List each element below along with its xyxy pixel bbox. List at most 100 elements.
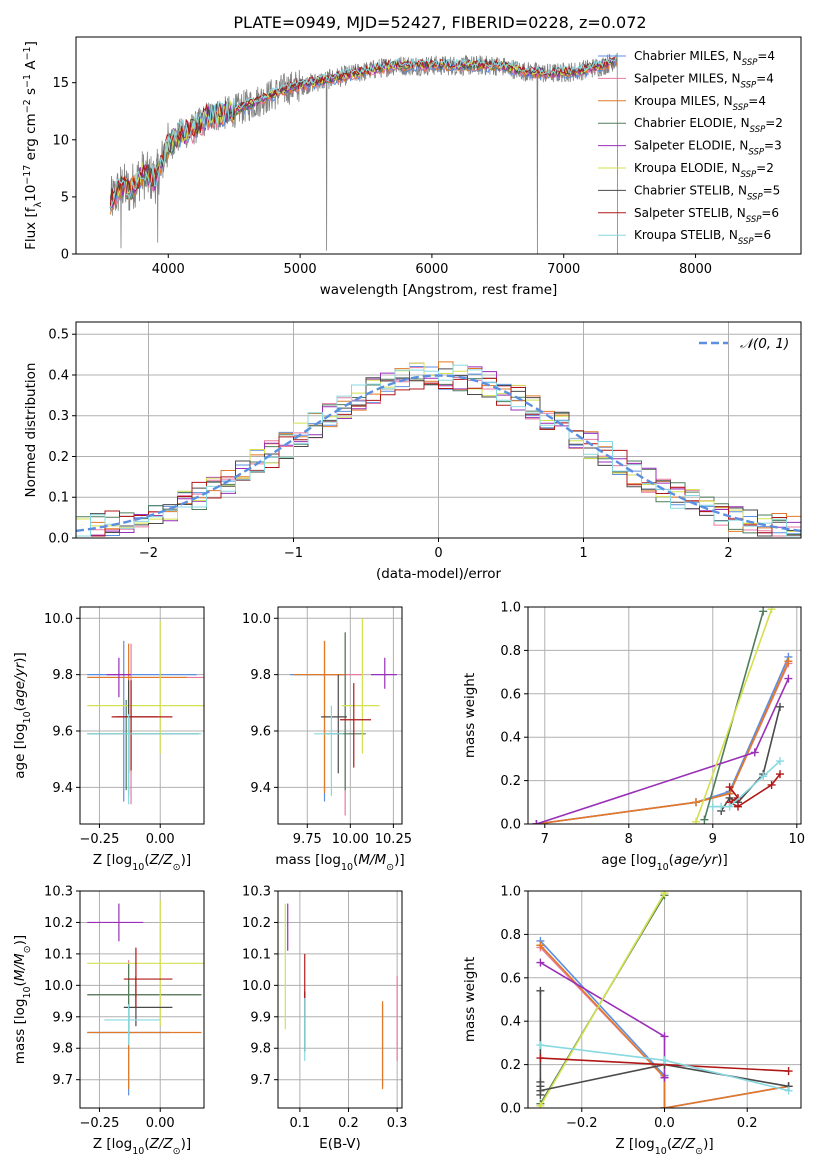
- point-marker-7: [734, 802, 742, 811]
- y-tick-label: 9.6: [52, 725, 73, 740]
- x-axis-label: Z [log10(Z/Z⊙)]: [93, 1136, 191, 1157]
- point-marker-7: [725, 783, 734, 792]
- x-axis-label: Z [log10(Z/Z⊙)]: [93, 852, 191, 873]
- y-tick-label: 9.7: [52, 1073, 73, 1088]
- axes-frame-weight-vs-age: 7 8 9 10 0.0 0.2 0.4 0.6 0.8 1.0 age [log10(age/yr…: [462, 601, 805, 873]
- x-tick-label: −0.25: [80, 1116, 120, 1131]
- y-tick-label: 9.7: [250, 1073, 271, 1088]
- y-tick-label: 5: [61, 190, 69, 205]
- plot-area-age-vs-mass: [290, 618, 397, 816]
- legend-entry-7: Salpeter STELIB, NSSP=6: [634, 206, 779, 225]
- y-tick-label: 0.6: [500, 687, 521, 702]
- y-tick-label: 9.9: [250, 1010, 271, 1025]
- y-tick-label: 10.0: [44, 979, 73, 994]
- x-tick-label: 0.00: [146, 832, 175, 847]
- axes-frame-mass-vs-ebv: 0.1 0.2 0.3 9.7 9.8 9.9 10.0 10.1 10.2 10.3 E(B-V): [242, 885, 407, 1153]
- legend-entry-5: Kroupa ELODIE, NSSP=2: [634, 161, 774, 180]
- axes-frame: [75, 36, 802, 255]
- panel-weight-vs-z: −0.2 0.0 0.2 0.0 0.2 0.4 0.6 0.8 1.0 Z [log10(Z/Z…: [462, 885, 802, 1157]
- y-tick-label: 0.0: [48, 532, 69, 547]
- point-marker-6: [776, 702, 784, 711]
- point-marker-4: [660, 1073, 669, 1082]
- y-axis-label: age [log10(age/yr)]: [12, 652, 33, 778]
- plot-area-age-vs-z: [87, 621, 204, 805]
- point-marker-5: [660, 891, 669, 898]
- x-tick-label: 8: [625, 832, 633, 847]
- y-tick-label: 0.0: [500, 818, 521, 833]
- x-tick-label: 0.1: [290, 1116, 311, 1131]
- legend-entry-8: Kroupa STELIB, NSSP=6: [634, 228, 771, 247]
- series-2: [539, 944, 789, 1108]
- series-2: [536, 660, 790, 824]
- y-tick-label: 0.4: [48, 368, 69, 383]
- point-marker-5: [692, 817, 700, 824]
- x-tick-label: 8000: [679, 262, 712, 277]
- point-marker-8: [536, 1041, 545, 1050]
- legend-entry-3: Chabrier ELODIE, NSSP=2: [634, 116, 783, 135]
- axes-frame-spectrum: 4000 5000 6000 7000 8000 0 5 10 15 wavelength [An…: [22, 36, 802, 298]
- point-marker-4: [784, 674, 793, 683]
- y-axis-label: Flux [fλ10−17 erg cm−2 s−1 A−1]: [22, 41, 44, 250]
- series-7: [540, 1057, 789, 1072]
- x-tick-label: 0: [434, 546, 442, 561]
- x-tick-label: 0.00: [146, 1116, 175, 1131]
- x-tick-label: 10.00: [332, 832, 369, 847]
- y-tick-label: 0.2: [48, 450, 69, 465]
- y-tick-label: 10.0: [242, 979, 271, 994]
- point-marker-8: [759, 772, 768, 781]
- series-5: [539, 892, 666, 1107]
- y-tick-label: 10.2: [242, 916, 271, 931]
- y-tick-label: 0.2: [500, 1058, 521, 1073]
- model-spectrum-7: [109, 54, 617, 209]
- y-tick-label: 0.2: [500, 774, 521, 789]
- x-axis-label: Z [log10(Z/Z⊙)]: [615, 1136, 713, 1157]
- x-tick-label: −2: [139, 546, 158, 561]
- x-tick-label: 6000: [415, 262, 448, 277]
- y-tick-label: 9.4: [52, 781, 73, 796]
- legend: Chabrier MILES, NSSP=4 Salpeter MILES, NS…: [598, 49, 783, 247]
- axes-frame: [79, 606, 205, 825]
- x-tick-label: 0.2: [737, 1116, 758, 1131]
- point-marker-2: [536, 941, 545, 950]
- y-tick-label: 10: [52, 133, 69, 148]
- plot-area-mass-vs-ebv: [284, 903, 398, 1090]
- plot-area-residuals: [76, 361, 801, 538]
- normal-reference-curve: [76, 374, 801, 533]
- point-marker-6: [536, 986, 545, 995]
- y-axis-label: mass weight: [462, 673, 478, 758]
- y-tick-label: 0.3: [48, 409, 69, 424]
- y-tick-label: 1.0: [500, 601, 521, 616]
- y-tick-label: 0.5: [48, 328, 69, 343]
- panel-weight-vs-age: 7 8 9 10 0.0 0.2 0.4 0.6 0.8 1.0 age [log10(age/yr…: [462, 601, 805, 873]
- panel-spectrum: 4000 5000 6000 7000 8000 0 5 10 15 wavelength [An…: [22, 36, 802, 298]
- point-marker-4: [660, 1032, 669, 1041]
- y-tick-label: 9.6: [250, 725, 271, 740]
- y-tick-label: 10.2: [44, 916, 73, 931]
- axes-frame: [527, 606, 802, 825]
- panel-residuals: −2 −1 0 1 2 0.0 0.1 0.2 0.3 0.4 0.5 (data-model)/er…: [23, 321, 802, 582]
- point-marker-5: [536, 1101, 545, 1108]
- x-tick-label: 5000: [284, 262, 317, 277]
- x-tick-label: 0.2: [338, 1116, 359, 1131]
- point-marker-7: [767, 780, 776, 789]
- series-5: [695, 608, 773, 823]
- y-tick-label: 9.8: [52, 1042, 73, 1057]
- point-marker-8: [717, 802, 726, 811]
- point-marker-6: [536, 1086, 545, 1095]
- point-marker-4: [750, 748, 759, 757]
- legend-entry-1: Salpeter MILES, NSSP=4: [634, 71, 774, 90]
- y-tick-label: 10.0: [44, 612, 73, 627]
- axes-frame-age-vs-z: −0.25 0.00 9.4 9.6 9.8 10.0 Z [log10(Z/Z⊙)] age…: [12, 606, 205, 873]
- y-tick-label: 10.3: [44, 885, 73, 900]
- legend-entry-normal: 𝒩(0, 1): [740, 336, 789, 352]
- y-tick-label: 0.6: [500, 971, 521, 986]
- axes-frame-residuals: −2 −1 0 1 2 0.0 0.1 0.2 0.3 0.4 0.5 (data-model)/er…: [23, 321, 802, 582]
- x-tick-label: 7000: [547, 262, 580, 277]
- x-axis-label: mass [log10(M/M⊙)]: [275, 852, 404, 873]
- y-axis-label: Normed distribution: [23, 363, 39, 498]
- x-tick-label: 7: [541, 832, 549, 847]
- x-tick-label: 10: [789, 832, 806, 847]
- point-marker-3: [759, 607, 768, 616]
- plot-area-spectrum: [109, 52, 618, 254]
- x-tick-label: 0.0: [654, 1116, 675, 1131]
